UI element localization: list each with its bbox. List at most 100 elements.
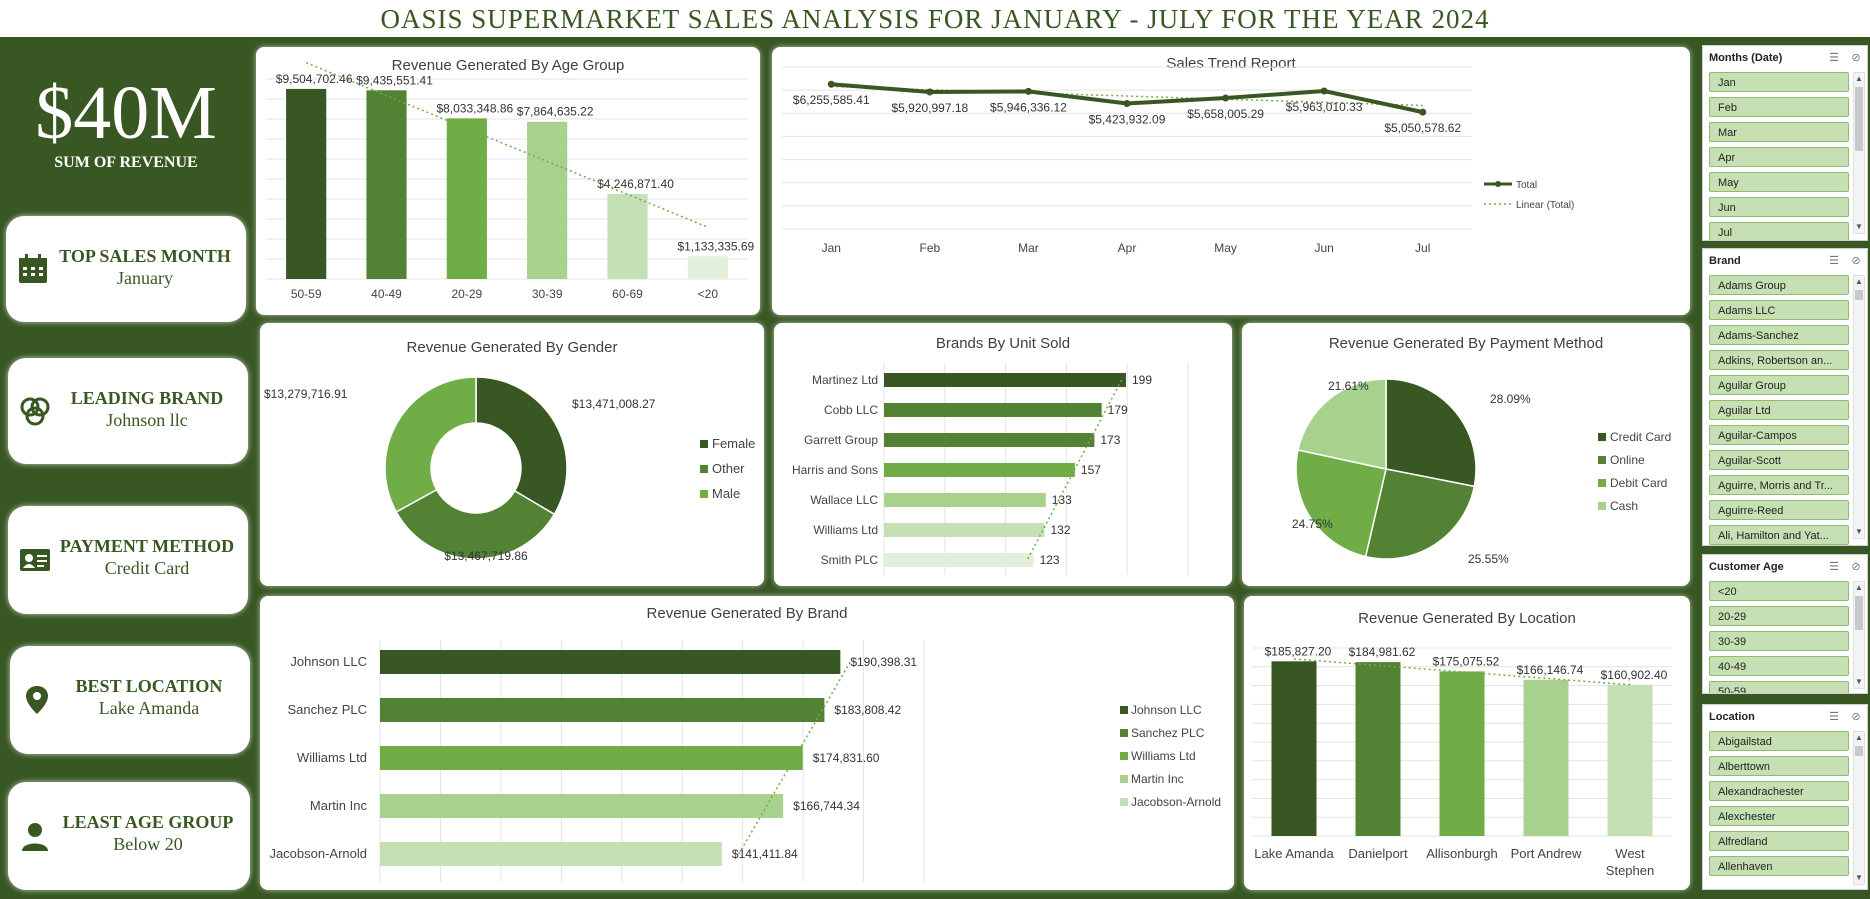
pie-slice xyxy=(1385,378,1477,488)
multi-select-icon[interactable]: ☰ xyxy=(1829,52,1839,64)
scroll-down-icon[interactable]: ▼ xyxy=(1855,677,1863,686)
slicer-item[interactable]: 50-59 xyxy=(1709,681,1849,693)
kpi-value: Credit Card xyxy=(104,558,190,578)
slicer-item[interactable]: Aguilar Ltd xyxy=(1709,400,1849,420)
tick-label: West xyxy=(1615,846,1645,861)
slicer-item[interactable]: Abigailstad xyxy=(1709,731,1849,751)
slicer-item-mar[interactable]: Mar xyxy=(1709,122,1849,142)
bar xyxy=(884,553,1034,567)
slicer-item[interactable]: Alexandrachester xyxy=(1709,781,1849,801)
slicer-item[interactable]: Alfredland xyxy=(1709,831,1849,851)
bar xyxy=(380,698,825,722)
scroll-down-icon[interactable]: ▼ xyxy=(1855,873,1863,882)
bar xyxy=(286,88,327,280)
scroll-thumb[interactable] xyxy=(1855,290,1863,300)
tick-label: Allisonburgh xyxy=(1426,846,1498,861)
slicer-scrollbar[interactable]: ▲ ▼ xyxy=(1853,731,1865,885)
slicer-item[interactable]: Aguirre, Morris and Tr... xyxy=(1709,475,1849,495)
legend-label: Linear (Total) xyxy=(1516,200,1574,211)
trendline xyxy=(1293,658,1631,686)
data-point xyxy=(1123,99,1131,107)
kpi-value: Below 20 xyxy=(113,834,183,854)
slicer-item-jan[interactable]: Jan xyxy=(1709,72,1849,92)
bar xyxy=(1355,662,1401,836)
slicer-item[interactable]: Adkins, Robertson an... xyxy=(1709,350,1849,370)
clear-filter-icon[interactable]: ⊘ xyxy=(1851,711,1861,723)
slicer-item[interactable]: Alexchester xyxy=(1709,806,1849,826)
slicer-item-feb[interactable]: Feb xyxy=(1709,97,1849,117)
data-label: $5,963,010.33 xyxy=(1286,100,1363,114)
tick-label: 20-29 xyxy=(451,287,482,301)
data-label: $5,946,336.12 xyxy=(990,100,1067,114)
brand-slicer: Brand ☰ ⊘ Adams Group Adams LLC Adams-Sa… xyxy=(1702,248,1868,546)
slicer-item-apr[interactable]: Apr xyxy=(1709,147,1849,167)
slicer-item-jun[interactable]: Jun xyxy=(1709,197,1849,217)
scroll-up-icon[interactable]: ▲ xyxy=(1855,74,1863,83)
trendline xyxy=(1026,379,1123,561)
multi-select-icon[interactable]: ☰ xyxy=(1829,561,1839,573)
tick-label: Jacobson-Arnold xyxy=(269,846,367,861)
tick-label: Jan xyxy=(822,241,841,255)
bar xyxy=(1607,684,1653,836)
total-revenue-label: SUM OF REVENUE xyxy=(54,154,198,171)
slicer-item-may[interactable]: May xyxy=(1709,172,1849,192)
scroll-thumb[interactable] xyxy=(1855,87,1863,151)
slicer-item[interactable]: 30-39 xyxy=(1709,631,1849,651)
bar xyxy=(380,842,722,866)
doughnut-slice xyxy=(475,376,568,516)
slicer-scrollbar[interactable]: ▲ ▼ xyxy=(1853,72,1865,234)
legend-label: Williams Ltd xyxy=(1131,749,1196,763)
sales-trend-chart: $6,255,585.41 Jan $5,920,997.18 Feb $5,946,3… xyxy=(782,66,1574,255)
scroll-up-icon[interactable]: ▲ xyxy=(1855,277,1863,286)
customer-age-slicer: Customer Age ☰ ⊘ <20 20-29 30-39 40-49 5… xyxy=(1702,554,1868,694)
trendline xyxy=(305,61,709,228)
kpi-leading-brand: LEADING BRAND Johnson llc xyxy=(8,358,248,464)
bar xyxy=(1439,671,1485,836)
slicer-item[interactable]: 20-29 xyxy=(1709,606,1849,626)
multi-select-icon[interactable]: ☰ xyxy=(1829,255,1839,267)
data-label: 157 xyxy=(1081,463,1101,477)
tick-label: Apr xyxy=(1118,241,1137,255)
kpi-label: BEST LOCATION xyxy=(75,676,223,696)
slicer-item[interactable]: Allenhaven xyxy=(1709,856,1849,876)
kpi-label: LEAST AGE GROUP xyxy=(62,812,234,832)
slicer-item[interactable]: Aguilar-Campos xyxy=(1709,425,1849,445)
scroll-thumb[interactable] xyxy=(1855,746,1863,756)
scroll-up-icon[interactable]: ▲ xyxy=(1855,583,1863,592)
pie-slice xyxy=(1297,378,1387,470)
slicer-item[interactable]: Aguilar Group xyxy=(1709,375,1849,395)
scroll-down-icon[interactable]: ▼ xyxy=(1855,222,1863,231)
clear-filter-icon[interactable]: ⊘ xyxy=(1851,52,1861,64)
slicer-item[interactable]: Aguirre-Reed xyxy=(1709,500,1849,520)
doughnut-slice xyxy=(395,488,556,560)
location-chart: $185,827.20 Lake Amanda $184,981.62 Danielp… xyxy=(1252,644,1672,878)
tick-label: 50-59 xyxy=(291,287,322,301)
slicer-item[interactable]: 40-49 xyxy=(1709,656,1849,676)
slicer-item-jul[interactable]: Jul xyxy=(1709,222,1849,240)
dashboard-title: OASIS SUPERMARKET SALES ANALYSIS FOR JAN… xyxy=(380,4,1490,34)
slicer-item[interactable]: Adams LLC xyxy=(1709,300,1849,320)
slicer-item[interactable]: Adams-Sanchez xyxy=(1709,325,1849,345)
multi-select-icon[interactable]: ☰ xyxy=(1829,711,1839,723)
slicer-item[interactable]: Alberttown xyxy=(1709,756,1849,776)
data-label: $9,435,551.41 xyxy=(356,73,433,87)
slicer-item[interactable]: Ali, Hamilton and Yat... xyxy=(1709,525,1849,545)
map-pin-icon xyxy=(20,683,54,717)
chart-title: Revenue Generated By Payment Method xyxy=(1328,335,1604,352)
slicer-item[interactable]: Adams Group xyxy=(1709,275,1849,295)
tick-label: Harris and Sons xyxy=(792,463,878,477)
clear-filter-icon[interactable]: ⊘ xyxy=(1851,255,1861,267)
slicer-title: Months (Date) xyxy=(1709,52,1783,64)
clear-filter-icon[interactable]: ⊘ xyxy=(1851,561,1861,573)
slicer-item[interactable]: <20 xyxy=(1709,581,1849,601)
slicer-item[interactable]: Aguilar-Scott xyxy=(1709,450,1849,470)
legend-label: Martin Inc xyxy=(1131,772,1184,786)
slicer-items: Jan Feb Mar Apr May Jun Jul xyxy=(1709,72,1849,240)
slicer-scrollbar[interactable]: ▲ ▼ xyxy=(1853,581,1865,689)
slicer-scrollbar[interactable]: ▲ ▼ xyxy=(1853,275,1865,539)
scroll-thumb[interactable] xyxy=(1855,596,1863,630)
tick-label: Jun xyxy=(1314,241,1333,255)
scroll-up-icon[interactable]: ▲ xyxy=(1855,733,1863,742)
slicer-items: <20 20-29 30-39 40-49 50-59 xyxy=(1709,581,1849,693)
scroll-down-icon[interactable]: ▼ xyxy=(1855,527,1863,536)
